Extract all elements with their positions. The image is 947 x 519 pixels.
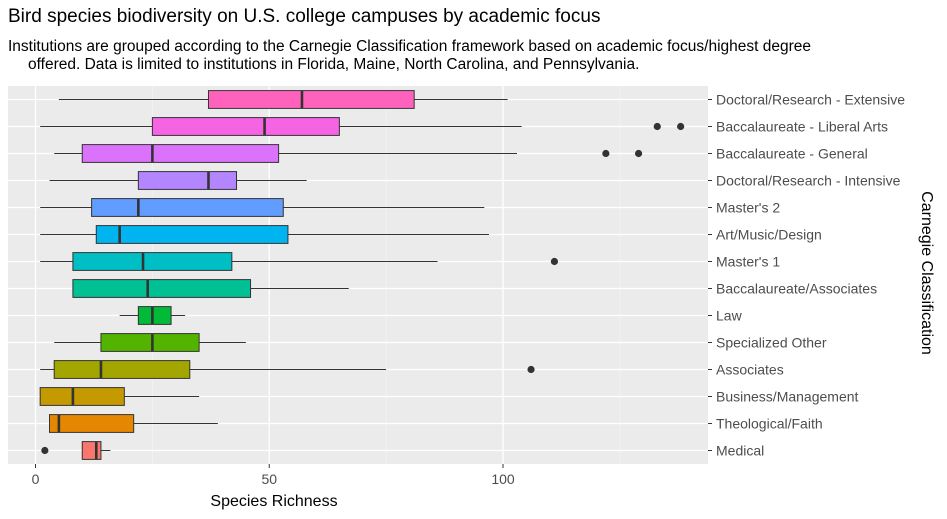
box-series — [39, 90, 685, 460]
box-iqr — [81, 144, 280, 163]
y-tick-label: Law — [716, 308, 743, 324]
outlier-point — [41, 446, 49, 455]
box-12 — [39, 387, 200, 406]
box-iqr — [207, 90, 415, 109]
box-8 — [72, 279, 349, 298]
plot-panel — [8, 86, 708, 464]
category-labels: Doctoral/Research - Extensive Baccalaurea… — [708, 92, 905, 459]
box-5 — [40, 198, 485, 217]
box-iqr — [53, 360, 191, 379]
outlier-point — [653, 122, 661, 131]
outlier-point — [527, 365, 535, 374]
x-axis-title: Species Richness — [210, 493, 337, 510]
box-iqr — [49, 414, 135, 433]
y-tick-label: Doctoral/Research - Extensive — [716, 92, 905, 108]
box-10 — [54, 333, 246, 352]
y-tick-label: Art/Music/Design — [716, 227, 822, 243]
box-iqr — [100, 333, 200, 352]
box-11 — [40, 360, 535, 379]
box-7 — [40, 252, 559, 271]
subtitle-line-2: offered. Data is limited to institutions… — [28, 56, 640, 73]
y-tick-label: Theological/Faith — [716, 416, 823, 432]
y-tick-label: Master's 2 — [716, 200, 780, 216]
y-tick-label: Medical — [716, 443, 764, 459]
box-4 — [49, 171, 307, 190]
box-9 — [119, 306, 186, 325]
outlier-point — [634, 149, 643, 158]
box-iqr — [39, 387, 125, 406]
y-tick-label: Baccalaureate - General — [716, 146, 868, 162]
box-iqr — [91, 198, 284, 217]
y-tick-label: Baccalaureate/Associates — [716, 281, 877, 297]
box-iqr — [95, 225, 289, 244]
box-1 — [58, 90, 508, 109]
box-iqr — [137, 306, 172, 325]
box-2 — [40, 117, 685, 136]
chart-subtitle: Institutions are grouped according to th… — [8, 38, 943, 74]
box-iqr — [137, 171, 238, 190]
y-axis-title: Carnegie Classification — [918, 191, 935, 355]
box-6 — [40, 225, 489, 244]
box-14 — [41, 441, 111, 460]
box-iqr — [72, 252, 233, 271]
y-tick-label: Specialized Other — [716, 335, 827, 351]
box-iqr — [151, 117, 340, 136]
y-tick-label: Master's 1 — [716, 254, 780, 270]
x-axis: 0 50 100 — [32, 464, 515, 487]
y-tick-label: Baccalaureate - Liberal Arts — [716, 119, 888, 135]
box-3 — [54, 144, 643, 163]
x-tick-label: 0 — [32, 471, 40, 487]
x-tick-label: 100 — [491, 471, 515, 487]
x-tick-label: 50 — [261, 471, 277, 487]
y-tick-label: Doctoral/Research - Intensive — [716, 173, 901, 189]
outlier-point — [550, 257, 559, 266]
chart-title: Bird species biodiversity on U.S. colleg… — [8, 6, 601, 27]
box-iqr — [72, 279, 252, 298]
y-tick-label: Associates — [716, 362, 784, 378]
outlier-point — [677, 122, 685, 131]
outlier-point — [602, 149, 610, 158]
box-13 — [49, 414, 218, 433]
y-tick-label: Business/Management — [716, 389, 859, 405]
subtitle-line-1: Institutions are grouped according to th… — [8, 38, 812, 55]
box-iqr — [81, 441, 102, 460]
